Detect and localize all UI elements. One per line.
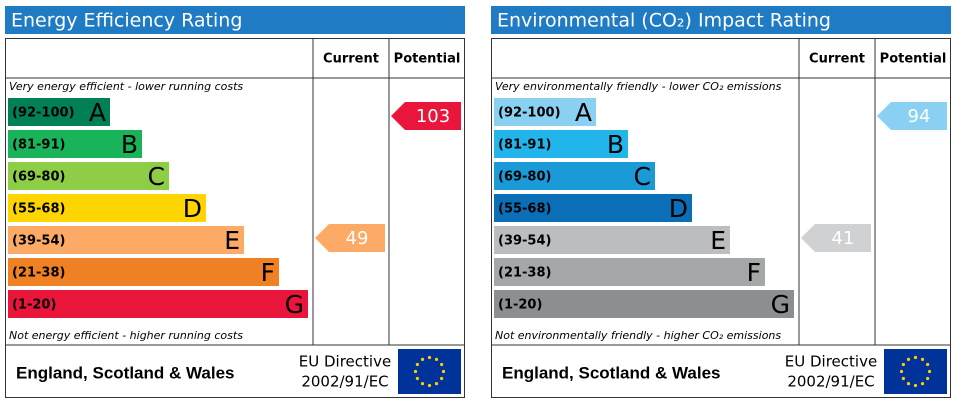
current-value: 41 — [832, 228, 855, 249]
band-letter: F — [747, 258, 761, 287]
potential-arrow — [391, 102, 461, 130]
flag-star — [927, 369, 932, 374]
footer-region: England, Scotland & Wales — [502, 363, 721, 382]
band-range: (21-38) — [498, 266, 551, 281]
band-letter: F — [261, 258, 275, 287]
flag-star — [920, 382, 925, 386]
flag-star — [920, 357, 925, 361]
band-range: (69-80) — [498, 170, 551, 185]
band-letter: D — [183, 194, 202, 223]
band-range: (55-68) — [12, 202, 65, 217]
band-bar — [8, 130, 142, 158]
flag-star — [427, 383, 432, 388]
band-letter: B — [607, 130, 624, 159]
band-bar — [494, 130, 628, 158]
bottom-note: Not environmentally friendly - higher CO… — [495, 329, 781, 342]
band-range: (1-20) — [12, 298, 56, 313]
flag-star — [420, 382, 425, 386]
band-range: (1-20) — [498, 298, 542, 313]
band-bar — [494, 258, 765, 286]
flag-star — [926, 376, 930, 381]
band-letter: A — [89, 98, 106, 127]
band-letter: C — [634, 162, 651, 191]
band-bar — [8, 98, 110, 126]
flag-star — [440, 362, 444, 367]
band-letter: G — [285, 290, 304, 319]
band-letter: G — [771, 290, 790, 319]
flag-star — [415, 376, 419, 381]
title-bar — [491, 6, 951, 34]
flag-star — [899, 369, 904, 374]
flag-star — [441, 369, 446, 374]
title-bar — [5, 6, 465, 34]
directive-line: EU Directive — [299, 353, 391, 371]
current-arrow — [315, 224, 385, 252]
band-bar — [494, 226, 730, 254]
band-range: (92-100) — [498, 106, 561, 121]
current-arrow — [801, 224, 871, 252]
band-range: (21-38) — [12, 266, 65, 281]
flag-star — [427, 355, 432, 360]
header-current: Current — [323, 52, 379, 67]
panel-title: Energy Efficiency Rating — [11, 10, 242, 32]
band-bar — [8, 162, 169, 190]
band-letter: C — [148, 162, 165, 191]
top-note: Very energy efficient - lower running co… — [9, 80, 243, 93]
panel-frame — [491, 38, 951, 398]
panel-title: Environmental (CO₂) Impact Rating — [497, 10, 831, 32]
panel-frame — [5, 38, 465, 398]
flag-star — [434, 382, 439, 386]
flag-star — [906, 357, 911, 361]
flag-star — [413, 369, 418, 374]
band-range: (81-91) — [498, 138, 551, 153]
flag-star — [926, 362, 930, 367]
band-range: (39-54) — [498, 234, 551, 249]
band-range: (69-80) — [12, 170, 65, 185]
flag-star — [434, 357, 439, 361]
band-bar — [494, 98, 596, 126]
flag-star — [913, 355, 918, 360]
band-range: (55-68) — [498, 202, 551, 217]
eu-flag — [398, 349, 461, 394]
flag-star — [440, 376, 444, 381]
flag-star — [906, 382, 911, 386]
band-letter: E — [224, 226, 240, 255]
band-letter: E — [710, 226, 726, 255]
potential-arrow — [877, 102, 947, 130]
band-bar — [8, 194, 206, 222]
band-bar — [8, 226, 244, 254]
potential-value: 94 — [908, 106, 931, 127]
band-bar — [8, 258, 279, 286]
flag-star — [415, 362, 419, 367]
directive-line: 2002/91/EC — [787, 373, 874, 391]
top-note: Very environmentally friendly - lower CO… — [495, 80, 782, 93]
flag-star — [901, 362, 905, 367]
bottom-note: Not energy efficient - higher running co… — [9, 329, 243, 342]
flag-star — [901, 376, 905, 381]
eu-flag — [884, 349, 947, 394]
band-letter: D — [669, 194, 688, 223]
directive-line: 2002/91/EC — [301, 373, 388, 391]
current-value: 49 — [346, 228, 369, 249]
flag-star — [913, 383, 918, 388]
band-bar — [494, 162, 655, 190]
potential-value: 103 — [416, 106, 450, 127]
header-potential: Potential — [880, 52, 947, 67]
band-range: (92-100) — [12, 106, 75, 121]
header-current: Current — [809, 52, 865, 67]
band-bar — [8, 290, 308, 318]
directive-line: EU Directive — [785, 353, 877, 371]
band-range: (81-91) — [12, 138, 65, 153]
footer-region: England, Scotland & Wales — [16, 363, 235, 382]
header-potential: Potential — [394, 52, 461, 67]
band-letter: A — [575, 98, 592, 127]
flag-star — [420, 357, 425, 361]
band-range: (39-54) — [12, 234, 65, 249]
band-bar — [494, 194, 692, 222]
band-letter: B — [121, 130, 138, 159]
band-bar — [494, 290, 794, 318]
